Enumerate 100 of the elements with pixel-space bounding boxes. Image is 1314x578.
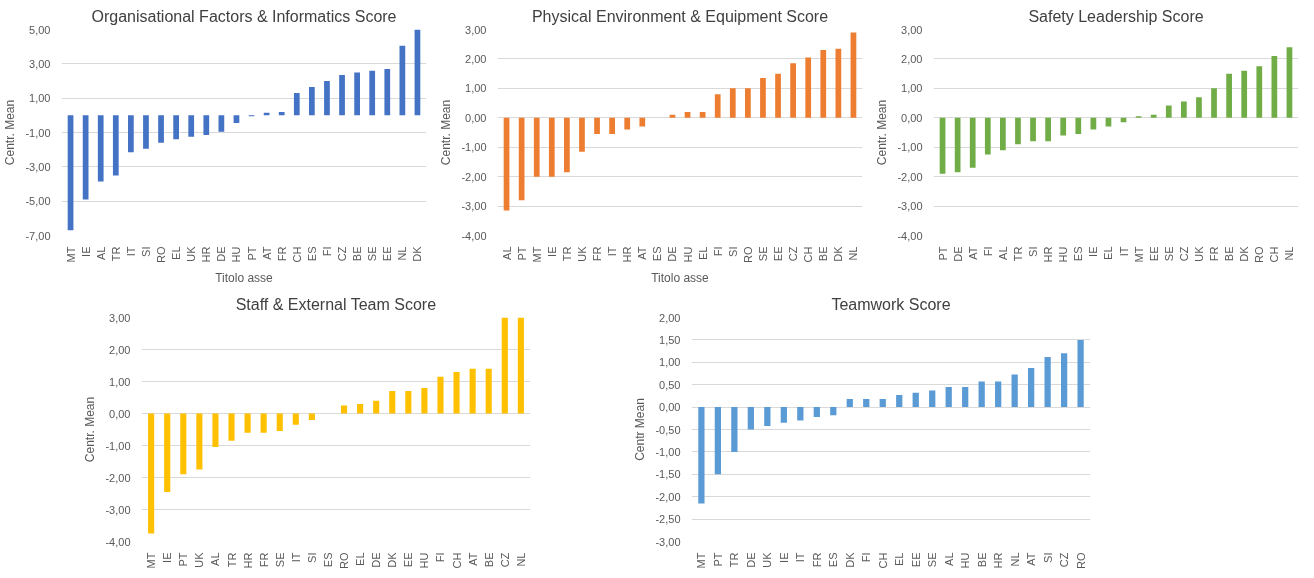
x-tick-label: NL bbox=[1008, 552, 1021, 567]
bar bbox=[212, 413, 219, 448]
y-tick-label: -3,00 bbox=[105, 503, 131, 516]
y-tick-label: -3,00 bbox=[461, 200, 487, 213]
y-axis-title: Centr Mean bbox=[633, 398, 648, 461]
bar bbox=[594, 117, 600, 134]
x-tick-label: HR bbox=[621, 246, 634, 263]
x-tick-label: HU bbox=[230, 246, 243, 263]
x-tick-label: ES bbox=[305, 246, 318, 262]
bar bbox=[196, 413, 203, 470]
y-tick-label: -1,50 bbox=[655, 468, 681, 481]
y-tick-label: 1,00 bbox=[901, 82, 923, 95]
x-tick-label: MT bbox=[1132, 246, 1145, 263]
x-tick-label: HU bbox=[681, 246, 694, 263]
x-tick-label: SI bbox=[726, 246, 739, 257]
x-tick-label: RO bbox=[338, 552, 351, 569]
x-tick-label: AT bbox=[1025, 552, 1038, 566]
x-tick-label: DK bbox=[843, 551, 856, 568]
bar bbox=[357, 403, 364, 414]
y-tick-label: 3,00 bbox=[109, 311, 131, 324]
y-tick-label: -3,00 bbox=[655, 535, 681, 548]
bar bbox=[421, 387, 428, 414]
x-tick-label: MT bbox=[530, 246, 543, 263]
x-tick-label: PT bbox=[515, 246, 528, 261]
x-tick-label: EL bbox=[1102, 246, 1115, 260]
x-tick-label: FR bbox=[1208, 246, 1221, 262]
x-tick-label: TR bbox=[1011, 246, 1024, 262]
y-tick-label: -1,00 bbox=[461, 141, 487, 154]
bar bbox=[233, 115, 240, 124]
bar bbox=[276, 413, 283, 432]
y-tick-label: -1,00 bbox=[25, 126, 51, 139]
x-tick-label: FI bbox=[981, 246, 994, 257]
x-tick-label: EE bbox=[381, 246, 394, 262]
x-tick-label: UK bbox=[193, 551, 206, 568]
x-tick-label: SI bbox=[139, 246, 152, 257]
bar bbox=[609, 117, 615, 134]
x-tick-label: FI bbox=[711, 246, 724, 257]
y-tick-label: -5,00 bbox=[25, 195, 51, 208]
y-tick-label: -2,00 bbox=[655, 490, 681, 503]
x-tick-label: IT bbox=[289, 552, 302, 563]
x-tick-label: CH bbox=[290, 246, 303, 263]
bar bbox=[1011, 374, 1018, 408]
bar bbox=[218, 115, 225, 132]
x-tick-label: BE bbox=[817, 246, 830, 262]
x-tick-label: DK bbox=[832, 245, 845, 262]
x-tick-label: CZ bbox=[1058, 552, 1071, 568]
bar bbox=[1181, 101, 1187, 118]
bar bbox=[969, 117, 976, 168]
y-tick-label: 0,50 bbox=[659, 378, 681, 391]
x-tick-label: UK bbox=[575, 245, 588, 262]
bar bbox=[790, 63, 796, 118]
bar bbox=[164, 413, 171, 492]
x-tick-label: EL bbox=[893, 552, 906, 566]
bar bbox=[1150, 114, 1157, 118]
y-axis-title: Centr. Mean bbox=[3, 99, 18, 166]
bar bbox=[820, 50, 827, 118]
x-tick-label: IE bbox=[79, 246, 92, 257]
bar bbox=[309, 87, 315, 116]
y-tick-label: 2,00 bbox=[659, 311, 681, 324]
chart-title: Safety Leadership Score bbox=[1028, 7, 1204, 25]
x-tick-label: IT bbox=[606, 246, 619, 257]
bar bbox=[780, 407, 787, 423]
y-tick-label: 0,00 bbox=[109, 407, 131, 420]
bar bbox=[731, 407, 738, 452]
bar bbox=[180, 413, 187, 475]
bar bbox=[501, 317, 508, 414]
x-tick-label: EE bbox=[402, 552, 415, 568]
x-tick-label: DE bbox=[951, 246, 964, 262]
x-tick-label: EL bbox=[170, 246, 183, 260]
bar bbox=[324, 81, 330, 116]
bar bbox=[1211, 88, 1217, 118]
x-tick-label: SE bbox=[273, 552, 286, 568]
bar bbox=[485, 368, 492, 414]
y-tick-label: -0,50 bbox=[655, 423, 681, 436]
x-tick-label: BE bbox=[1223, 246, 1236, 262]
chart-title: Physical Environment & Equipment Score bbox=[531, 7, 829, 25]
chart-title: Staff & External Team Score bbox=[235, 295, 437, 313]
bar bbox=[805, 57, 812, 118]
bar bbox=[340, 405, 348, 414]
bar bbox=[97, 115, 104, 182]
bar bbox=[112, 115, 119, 176]
x-tick-label: ES bbox=[827, 552, 840, 568]
bar bbox=[775, 73, 781, 118]
bar bbox=[292, 413, 299, 425]
x-tick-label: IT bbox=[794, 552, 807, 563]
bar bbox=[405, 391, 412, 414]
bar bbox=[1090, 117, 1097, 130]
bar bbox=[912, 392, 919, 408]
y-tick-label: -2,50 bbox=[655, 513, 681, 526]
y-tick-label: 0,00 bbox=[465, 111, 487, 124]
x-tick-label: IE bbox=[777, 552, 790, 563]
bar bbox=[1030, 117, 1036, 142]
y-tick-label: -3,00 bbox=[25, 160, 51, 173]
x-tick-label: TR bbox=[109, 246, 122, 262]
y-tick-label: -1,00 bbox=[105, 439, 131, 452]
x-axis-title: Titolo asse bbox=[215, 271, 274, 285]
y-tick-label: 1,00 bbox=[29, 92, 51, 105]
x-tick-label: DK bbox=[1238, 245, 1251, 262]
x-tick-label: DK bbox=[411, 245, 424, 262]
x-tick-label: CH bbox=[450, 552, 463, 569]
